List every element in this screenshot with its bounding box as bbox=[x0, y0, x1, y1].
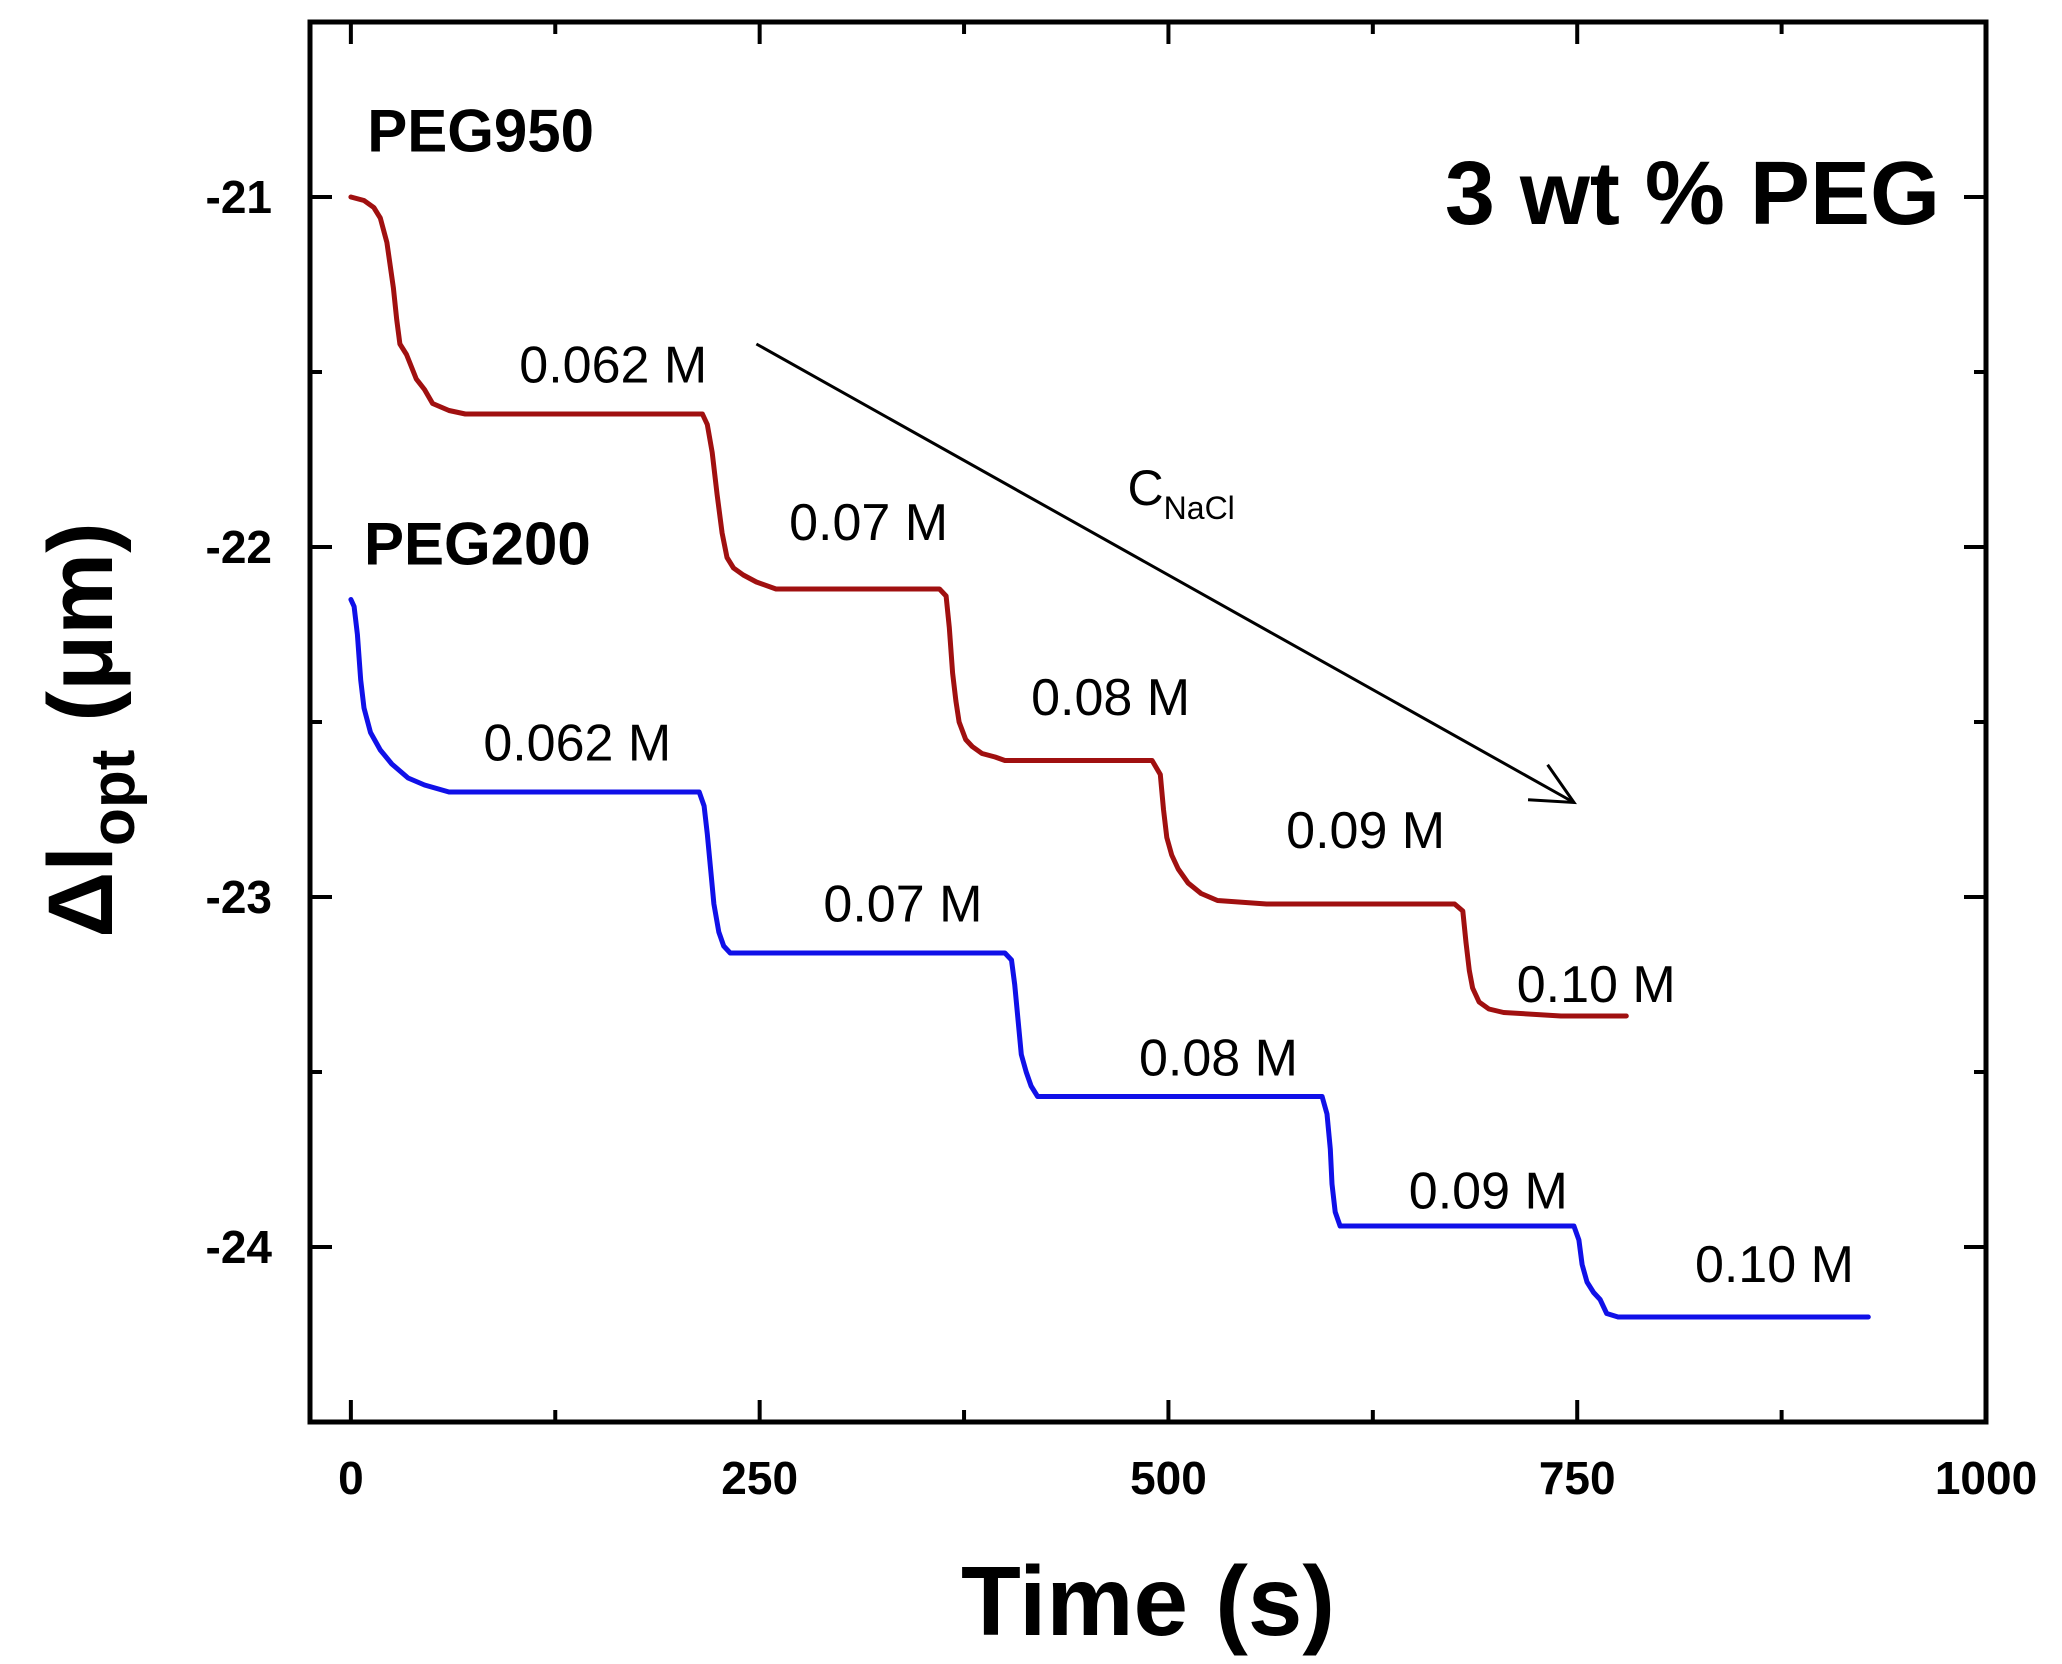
concentration-label: 0.07 M bbox=[789, 494, 948, 552]
concentration-label: 0.10 M bbox=[1517, 956, 1676, 1014]
concentration-label: 0.062 M bbox=[483, 715, 671, 773]
y-axis-title-main: Δl bbox=[30, 846, 132, 938]
concentration-label: 0.09 M bbox=[1409, 1163, 1568, 1221]
y-tick-label: -22 bbox=[206, 521, 272, 573]
trend-arrow-line bbox=[755, 342, 1575, 804]
chart-title: 3 wt % PEG bbox=[1445, 144, 1940, 244]
labels: PEG950 PEG200 0.062 M 0.07 M 0.08 M 0.09 M 0.1… bbox=[364, 98, 1854, 1295]
concentration-label: 0.062 M bbox=[519, 337, 707, 395]
series-line-peg200 bbox=[348, 597, 1871, 1320]
y-axis-title-sub: opt bbox=[79, 750, 148, 846]
y-tick-label: -24 bbox=[206, 1221, 273, 1273]
series-line-peg950 bbox=[348, 194, 1629, 1019]
arrow-label: CNaCl bbox=[1128, 460, 1235, 526]
series-label-peg200: PEG200 bbox=[364, 511, 591, 578]
x-tick-label: 0 bbox=[338, 1452, 364, 1504]
concentration-label: 0.08 M bbox=[1139, 1030, 1298, 1088]
concentration-label: 0.09 M bbox=[1286, 802, 1445, 860]
axes: 0 250 500 750 1000 -21 -22 -23 -24 bbox=[206, 22, 2037, 1504]
series-label-peg950: PEG950 bbox=[367, 98, 594, 165]
series-layer bbox=[348, 194, 1871, 1320]
concentration-label: 0.08 M bbox=[1031, 669, 1190, 727]
x-tick-label: 1000 bbox=[1935, 1452, 2037, 1504]
concentration-label: 0.10 M bbox=[1695, 1236, 1854, 1294]
y-tick-label: -21 bbox=[206, 171, 272, 223]
y-axis-title-unit: (μm) bbox=[30, 522, 132, 721]
x-axis-title: Time (s) bbox=[961, 1546, 1335, 1656]
arrow-label-main: C bbox=[1128, 460, 1164, 516]
x-tick-label: 500 bbox=[1130, 1452, 1207, 1504]
trend-arrow-head bbox=[1527, 763, 1577, 805]
y-axis-title: Δlopt (μm) bbox=[30, 522, 148, 937]
x-tick-label: 750 bbox=[1539, 1452, 1616, 1504]
concentration-label: 0.07 M bbox=[823, 876, 982, 934]
arrow-label-sub: NaCl bbox=[1164, 490, 1235, 526]
x-tick-label: 250 bbox=[721, 1452, 798, 1504]
y-tick-label: -23 bbox=[206, 871, 272, 923]
